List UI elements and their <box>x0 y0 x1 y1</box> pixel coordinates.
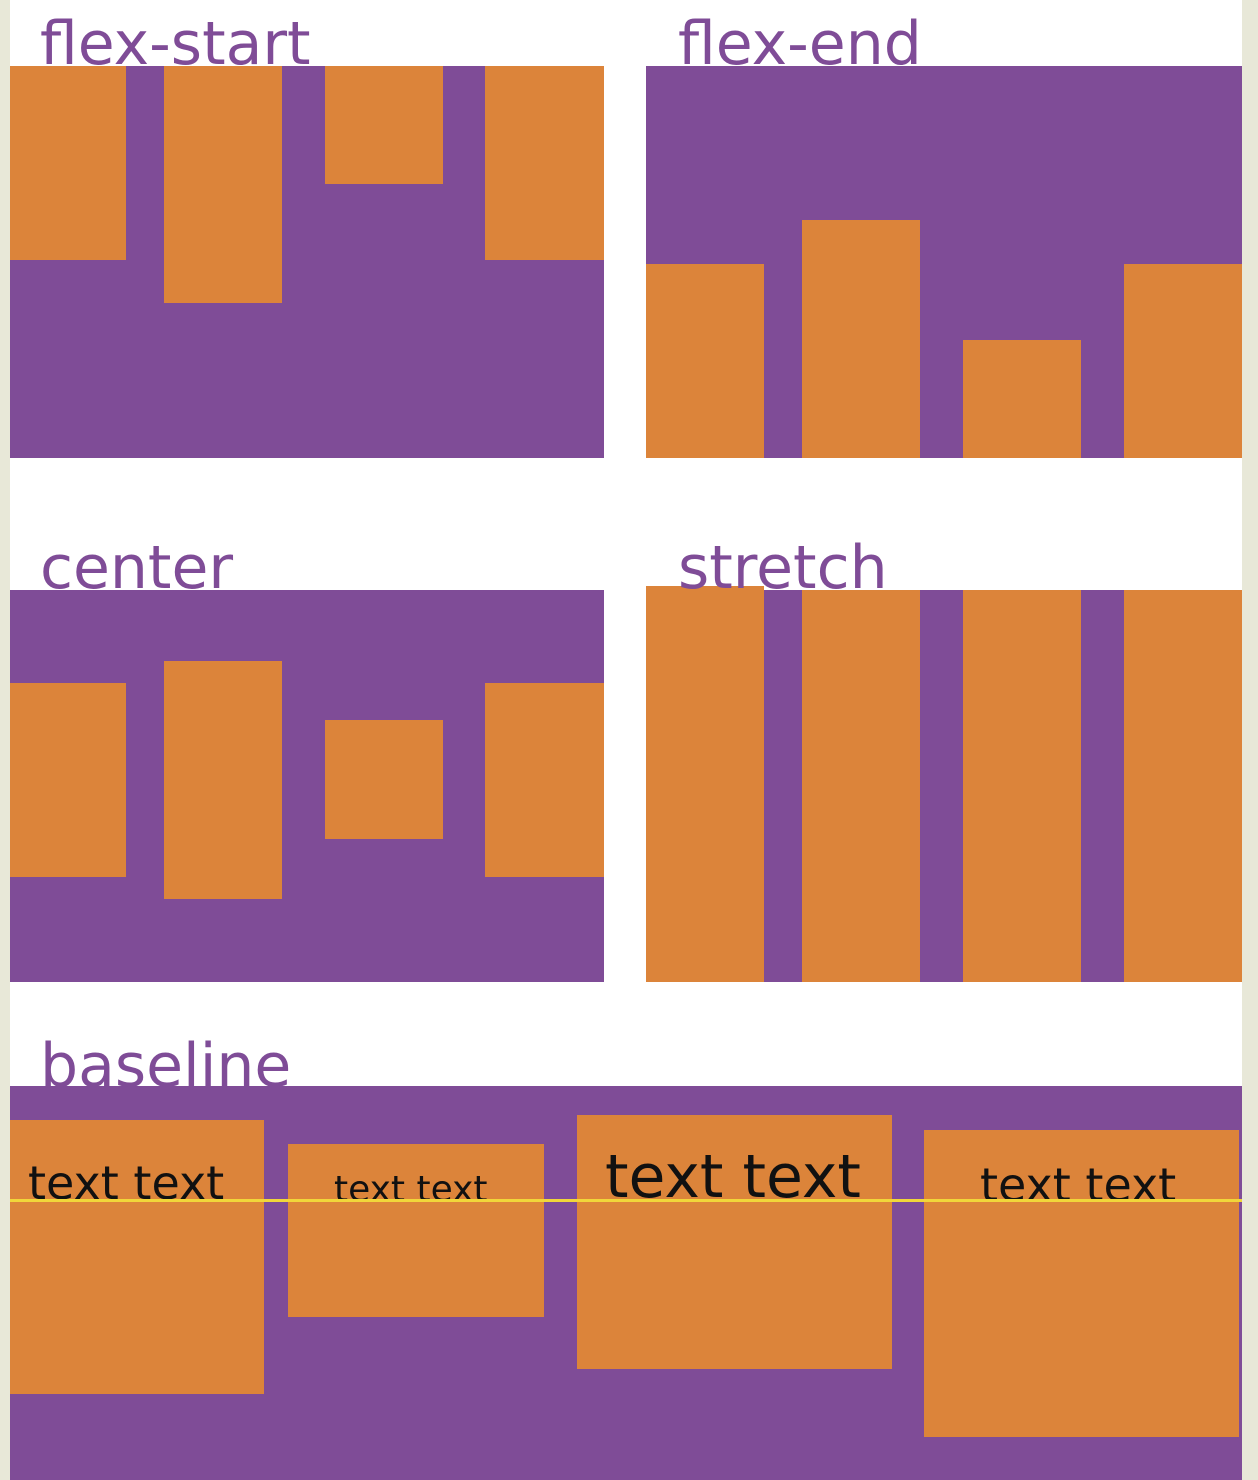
baseline-item-1-text: text text <box>28 1156 225 1210</box>
flex-end-item-3 <box>963 340 1081 458</box>
flex-end-item-2 <box>802 220 920 458</box>
flex-end-item-4 <box>1124 264 1242 458</box>
baseline-item-2: text text <box>288 1144 544 1317</box>
baseline-label: baseline <box>40 1031 292 1101</box>
baseline-guide-line <box>10 1199 1242 1202</box>
baseline-item-4: text text <box>924 1130 1239 1437</box>
flex-start-item-2 <box>164 66 282 303</box>
stretch-item-3 <box>963 590 1081 982</box>
center-item-4 <box>485 683 604 877</box>
baseline-item-1: text text <box>10 1120 264 1394</box>
flex-end-container <box>646 66 1242 458</box>
baseline-item-3-text: text text <box>605 1142 861 1212</box>
flex-start-container <box>10 66 604 458</box>
flex-end-item-1 <box>646 264 764 458</box>
baseline-item-3: text text <box>577 1115 892 1369</box>
flex-start-item-4 <box>485 66 604 260</box>
stretch-container <box>646 586 1242 982</box>
flex-end-label: flex-end <box>678 9 922 79</box>
flex-start-item-3 <box>325 66 443 184</box>
center-container <box>10 590 604 982</box>
alignment-demo-canvas: flex-start flex-end center stretch basel… <box>10 0 1242 1480</box>
center-item-1 <box>10 683 126 877</box>
center-label: center <box>40 533 234 603</box>
stretch-item-1 <box>646 586 764 982</box>
stretch-item-2 <box>802 590 920 982</box>
baseline-item-2-text: text text <box>334 1169 488 1210</box>
flex-start-item-1 <box>10 66 126 260</box>
stretch-label: stretch <box>678 533 888 603</box>
baseline-container: text text text text text text text text <box>10 1086 1242 1480</box>
flex-start-label: flex-start <box>40 9 311 79</box>
center-item-2 <box>164 661 282 899</box>
stretch-item-4 <box>1124 590 1242 982</box>
center-item-3 <box>325 720 443 839</box>
